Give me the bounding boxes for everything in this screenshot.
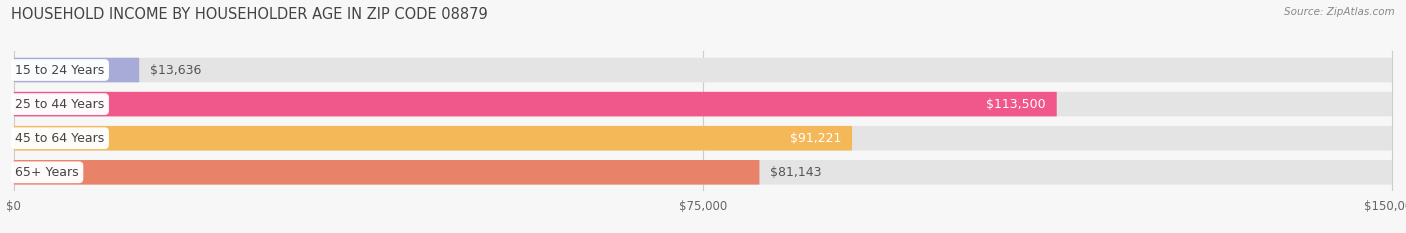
FancyBboxPatch shape <box>14 92 1057 116</box>
Text: 25 to 44 Years: 25 to 44 Years <box>15 98 104 111</box>
FancyBboxPatch shape <box>14 160 1392 185</box>
FancyBboxPatch shape <box>14 92 1392 116</box>
FancyBboxPatch shape <box>14 58 1392 82</box>
FancyBboxPatch shape <box>14 126 1392 151</box>
FancyBboxPatch shape <box>14 126 852 151</box>
Text: 45 to 64 Years: 45 to 64 Years <box>15 132 104 145</box>
Text: HOUSEHOLD INCOME BY HOUSEHOLDER AGE IN ZIP CODE 08879: HOUSEHOLD INCOME BY HOUSEHOLDER AGE IN Z… <box>11 7 488 22</box>
Text: $113,500: $113,500 <box>986 98 1046 111</box>
FancyBboxPatch shape <box>14 160 759 185</box>
Text: $13,636: $13,636 <box>150 64 201 76</box>
Text: $81,143: $81,143 <box>770 166 823 179</box>
Text: Source: ZipAtlas.com: Source: ZipAtlas.com <box>1284 7 1395 17</box>
FancyBboxPatch shape <box>14 58 139 82</box>
Text: 15 to 24 Years: 15 to 24 Years <box>15 64 104 76</box>
Text: $91,221: $91,221 <box>790 132 841 145</box>
Text: 65+ Years: 65+ Years <box>15 166 79 179</box>
